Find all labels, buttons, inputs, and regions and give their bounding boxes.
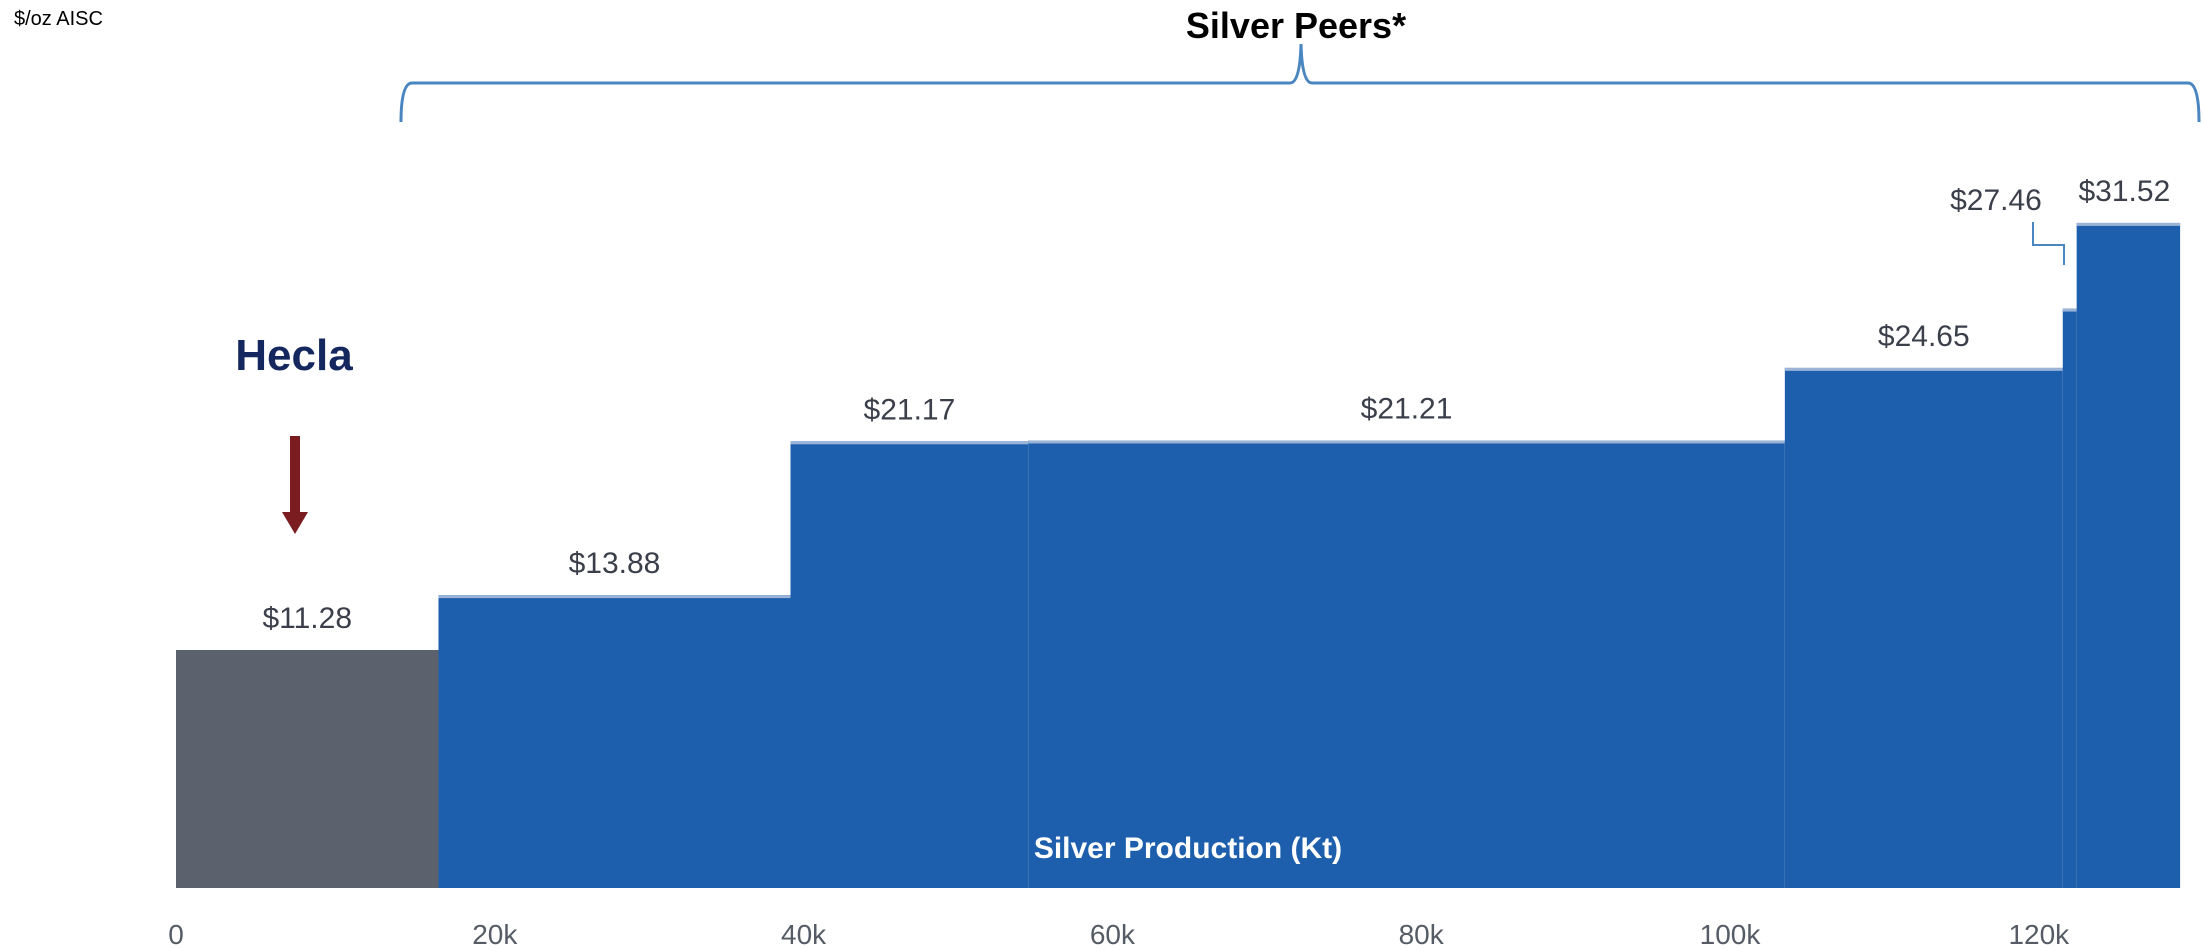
x-tick-label: 60k — [1090, 919, 1136, 950]
bar-series — [176, 222, 2181, 889]
value-label-0: $11.28 — [262, 602, 352, 635]
value-label-3: $21.21 — [1361, 392, 1453, 425]
x-tick-label: 0 — [168, 919, 184, 950]
chart-title: Silver Peers* — [1186, 5, 1406, 46]
value-label-6: $31.52 — [2079, 175, 2171, 208]
x-tick-label: 20k — [472, 919, 518, 950]
y-axis-label: $/oz AISC — [14, 8, 103, 30]
x-axis-ticks: 0 20k 40k 60k 80k 100k 120k — [168, 919, 2070, 950]
value-label-4: $24.65 — [1878, 320, 1970, 353]
x-axis-label: Silver Production (Kt) — [1034, 832, 1342, 865]
bar-top-edge-4 — [1784, 367, 2063, 371]
peer-bar-6 — [2076, 222, 2181, 889]
value-label-2: $21.17 — [864, 393, 956, 426]
silver-peers-brace — [399, 43, 2201, 123]
hecla-bar — [176, 649, 439, 888]
hecla-label: Hecla — [235, 331, 353, 380]
bar-top-edge-6 — [2076, 222, 2181, 226]
peer-bar-2 — [790, 441, 1029, 888]
x-tick-label: 120k — [2008, 919, 2070, 950]
bar-top-edge-5 — [2062, 308, 2077, 312]
bar-top-edge-1 — [438, 595, 791, 599]
peer-bar-1 — [438, 595, 791, 888]
value-label-leader-line — [2032, 222, 2065, 265]
peer-bar-3 — [1028, 440, 1785, 888]
hecla-arrow-icon — [282, 436, 308, 534]
bar-top-edge-2 — [790, 441, 1029, 445]
x-tick-label: 40k — [781, 919, 827, 950]
value-label-1: $13.88 — [569, 547, 661, 580]
bar-top-edge-0 — [176, 649, 439, 653]
bar-top-edge-3 — [1028, 440, 1785, 444]
peer-bar-5 — [2062, 308, 2077, 888]
peer-bar-4 — [1784, 367, 2063, 888]
x-tick-label: 100k — [1700, 919, 1762, 950]
bar-value-labels: $11.28 $13.88 $21.17 $21.21 $24.65 $27.46 $31.… — [262, 175, 2170, 635]
value-label-5: $27.46 — [1950, 184, 2042, 217]
x-tick-label: 80k — [1399, 919, 1445, 950]
